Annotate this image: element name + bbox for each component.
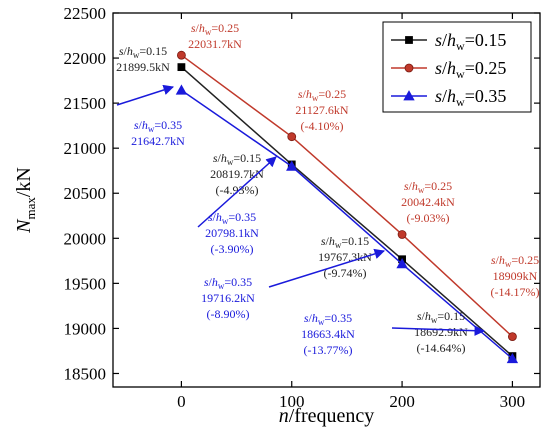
annotation-line: s/hw=0.35 [208, 210, 256, 226]
annotation-line: 19716.2kN [201, 291, 255, 305]
annotation-line: s/hw=0.15 [119, 44, 167, 60]
annotation-line: 21127.6kN [295, 103, 349, 117]
annotation-line: (-9.03%) [407, 211, 450, 225]
series-line [180, 89, 513, 360]
annotation-line: 20042.4kN [401, 195, 455, 209]
data-point [175, 84, 188, 95]
legend-marker [404, 63, 414, 73]
series-line [180, 54, 513, 338]
plot-frame [112, 12, 541, 388]
annotation-line: 21642.7kN [131, 134, 185, 148]
legend: s/hw=0.15 s/hw=0.25 s/hw=0.35 [382, 21, 532, 113]
annotation-line: s/hw=0.25 [191, 21, 239, 37]
y-tick-label: 22500 [64, 4, 107, 23]
annotation-line: s/hw=0.15 [321, 234, 369, 250]
annotation-line: (-3.90%) [211, 242, 254, 256]
annotation-line: 20798.1kN [205, 226, 259, 240]
annotation-line: s/hw=0.25 [491, 253, 539, 269]
annotation-line: (-4.10%) [301, 119, 344, 133]
data-point [177, 50, 186, 60]
data-point [286, 160, 298, 171]
annotation-line: 20819.7kN [210, 167, 264, 181]
annotation-line: 18663.4kN [301, 327, 355, 341]
y-tick-label: 19000 [64, 319, 107, 338]
annotation-line: 21899.5kN [116, 60, 170, 74]
y-tick-label: 21000 [64, 139, 107, 158]
annotation-arrow [197, 156, 277, 228]
series-layer [175, 50, 519, 364]
annotation-line: (-14.17%) [491, 285, 540, 299]
annotation-arrow [391, 325, 486, 336]
legend-marker [405, 36, 413, 44]
y-tick-label: 20500 [64, 184, 107, 203]
y-tick-label: 20000 [64, 229, 107, 248]
annotation-line: 22031.7kN [188, 37, 242, 51]
legend-item-0: s/hw=0.15 [391, 30, 506, 53]
legend-item-2: s/hw=0.35 [391, 86, 506, 109]
legend-label: s/hw=0.35 [435, 86, 506, 109]
annotation-line: s/hw=0.25 [298, 87, 346, 103]
data-point [508, 332, 517, 342]
axes: 0 100 200 300 18500 19000 19500 20000 20500 21000… [13, 4, 541, 427]
annotation-line: 19767.3kN [318, 250, 372, 264]
annotations: s/hw=0.2522031.7kNs/hw=0.1521899.5kNs/hw… [116, 21, 539, 357]
annotation-line: (-13.77%) [304, 343, 353, 357]
x-tick-label: 300 [500, 392, 526, 411]
series-line [180, 66, 513, 357]
annotation-line: s/hw=0.15 [213, 151, 261, 167]
x-tick-label: 0 [177, 392, 186, 411]
annotation-line: s/hw=0.15 [417, 309, 465, 325]
x-tick-label: 100 [279, 392, 305, 411]
y-tick-label: 21500 [64, 94, 107, 113]
series-2 [175, 84, 519, 364]
data-point [396, 258, 408, 269]
y-axis-label: Nmax/kN [13, 167, 38, 234]
annotation-line: (-14.64%) [417, 341, 466, 355]
annotation-arrow [116, 84, 174, 106]
data-point [506, 352, 519, 364]
annotation-line: 18692.9kN [414, 325, 468, 339]
data-point [177, 63, 186, 72]
legend-label: s/hw=0.15 [435, 30, 506, 53]
x-tick-label: 200 [389, 392, 415, 411]
data-point [397, 230, 407, 239]
legend-marker [403, 90, 415, 101]
annotation-line: s/hw=0.35 [204, 275, 252, 291]
annotation-line: s/hw=0.35 [134, 118, 182, 134]
legend-item-1: s/hw=0.25 [391, 58, 506, 81]
annotation-arrow [268, 248, 386, 288]
annotation-line: s/hw=0.25 [404, 179, 452, 195]
data-point [287, 132, 297, 142]
annotation-line: (-9.74%) [324, 266, 367, 280]
annotation-line: (-8.90%) [207, 307, 250, 321]
y-tick-label: 22000 [64, 49, 107, 68]
legend-label: s/hw=0.25 [435, 58, 506, 81]
series-1 [177, 50, 517, 342]
annotation-line: s/hw=0.35 [304, 311, 352, 327]
y-tick-label: 18500 [64, 364, 107, 383]
annotation-line: 18909kN [493, 269, 538, 283]
annotation-line: (-4.93%) [216, 183, 259, 197]
x-axis-label: n/frequency [279, 405, 375, 427]
y-tick-label: 19500 [64, 274, 107, 293]
